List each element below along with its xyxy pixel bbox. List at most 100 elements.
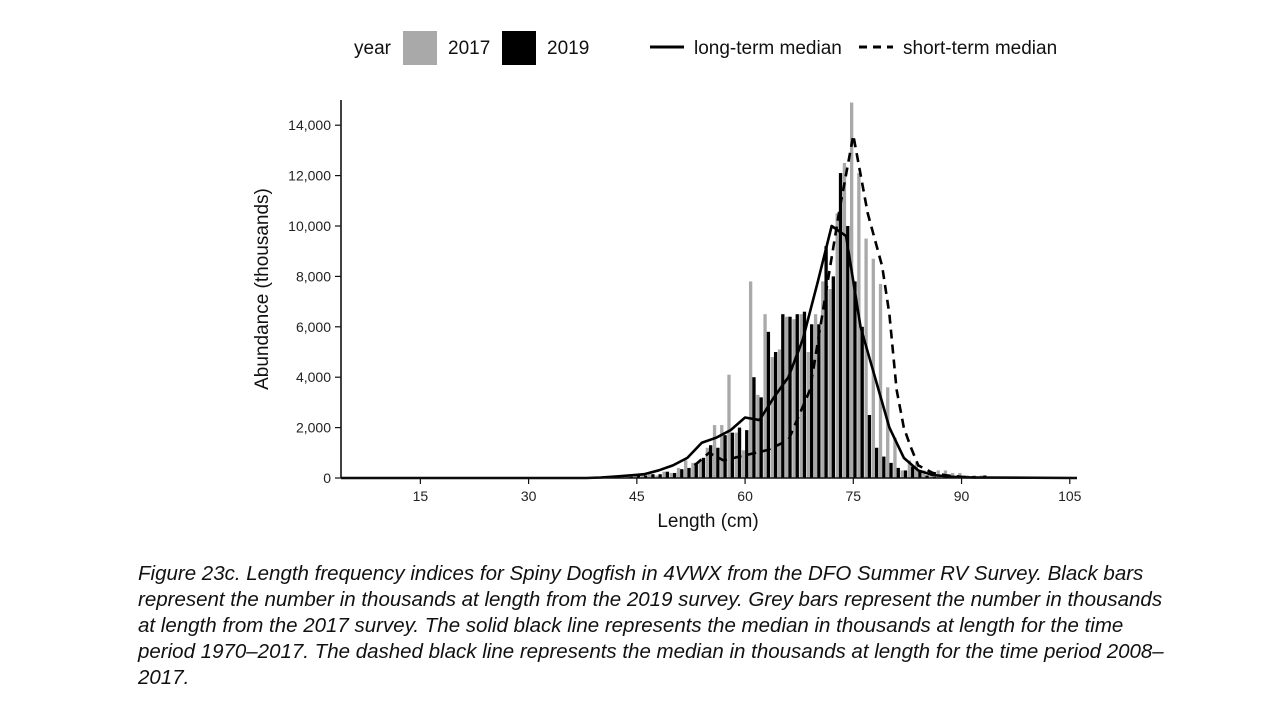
- short-term-median-line: [693, 133, 977, 479]
- bar-2019-68: [802, 311, 807, 478]
- bar-2017-50: [669, 472, 673, 478]
- bar-2017-80: [886, 387, 890, 478]
- bar-2017-63: [763, 314, 767, 478]
- bar-2019-73: [838, 173, 843, 478]
- bar-2019-62: [759, 397, 763, 478]
- bar-2017-82: [900, 470, 904, 478]
- bar-2019-78: [874, 447, 879, 478]
- legend-label-long-term: long-term median: [694, 38, 842, 59]
- bar-2019-84: [918, 470, 922, 478]
- x-tick-label: 105: [1058, 488, 1082, 504]
- bar-2019-81: [896, 467, 900, 478]
- bar-2019-64: [773, 352, 778, 478]
- bar-2019-58: [730, 432, 734, 478]
- bar-2017-56: [712, 425, 717, 478]
- bar-2017-58: [727, 374, 731, 478]
- bar-2019-76: [860, 326, 864, 478]
- legend-label-short-term: short-term median: [903, 38, 1057, 59]
- y-tick-label: 8,000: [296, 268, 331, 284]
- y-tick-label: 0: [323, 470, 331, 486]
- series-2019-bars: [629, 173, 987, 478]
- figure-caption: Figure 23c. Length frequency indices for…: [138, 562, 1164, 689]
- bar-2019-61: [752, 377, 756, 478]
- bar-2017-72: [828, 289, 832, 478]
- y-tick-label: 2,000: [296, 420, 331, 436]
- legend-label-2017: 2017: [448, 38, 490, 59]
- bar-2017-46: [640, 475, 645, 478]
- bar-2017-67: [792, 319, 796, 478]
- y-axis-ticks: 0 2,000 4,000 6,000 8,000 10,000 12,000 14,000: [288, 117, 341, 486]
- bar-2017-52: [684, 460, 688, 478]
- bar-2019-51: [680, 469, 684, 478]
- bar-2017-57: [720, 425, 724, 478]
- bar-2019-54: [701, 457, 706, 478]
- y-tick-label: 14,000: [288, 117, 331, 133]
- bar-2019-67: [795, 314, 799, 478]
- bar-2019-57: [723, 435, 727, 478]
- bar-2019-71: [824, 246, 828, 478]
- x-tick-label: 45: [629, 488, 645, 504]
- y-tick-label: 10,000: [288, 218, 331, 234]
- y-tick-label: 12,000: [288, 168, 331, 184]
- bar-2017-85: [922, 470, 926, 478]
- bar-2019-49: [665, 471, 670, 478]
- bar-2019-74: [846, 226, 850, 478]
- bar-2017-79: [878, 283, 883, 478]
- bar-2017-75: [849, 102, 854, 479]
- x-axis-ticks: 15 30 45 60 75 90 105: [413, 478, 1082, 504]
- bar-2019-59: [737, 427, 742, 478]
- bar-2017-53: [691, 462, 695, 478]
- bar-2017-73: [835, 213, 839, 478]
- bar-2019-82: [903, 470, 908, 478]
- bar-2017-47: [647, 474, 652, 478]
- bar-2017-81: [893, 437, 897, 478]
- bar-2019-55: [709, 445, 713, 478]
- bar-2019-52: [687, 467, 691, 478]
- x-tick-label: 30: [521, 488, 537, 504]
- bar-2019-46: [644, 475, 648, 478]
- x-tick-label: 15: [413, 488, 429, 504]
- bar-2017-54: [698, 460, 702, 478]
- bar-2017-66: [785, 316, 789, 478]
- bar-2019-79: [882, 456, 886, 478]
- legend-label-2019: 2019: [547, 38, 589, 59]
- legend-swatch-2019: [502, 31, 536, 65]
- bar-2017-74: [842, 163, 847, 478]
- bar-2019-48: [658, 474, 662, 478]
- legend-title: year: [354, 38, 392, 59]
- bar-2017-59: [734, 432, 738, 478]
- x-axis-title: Length (cm): [657, 511, 758, 532]
- legend-swatch-2017: [403, 31, 437, 65]
- bar-2019-70: [817, 324, 821, 478]
- bar-2017-69: [806, 352, 811, 478]
- bar-2019-65: [781, 314, 785, 478]
- bar-2017-76: [857, 173, 861, 478]
- bar-2019-83: [911, 466, 915, 478]
- bar-2019-60: [745, 430, 749, 478]
- bar-2017-61: [748, 281, 753, 478]
- bar-2019-47: [651, 474, 655, 478]
- legend: year 2017 2019 long-term median short-te…: [354, 31, 1057, 65]
- bar-2017-71: [821, 281, 825, 478]
- y-axis-title: Abundance (thousands): [252, 188, 273, 390]
- bar-2017-64: [770, 357, 774, 478]
- bar-2017-51: [676, 467, 681, 478]
- bar-2019-72: [831, 276, 835, 478]
- bar-2017-60: [741, 450, 746, 478]
- bar-2017-55: [705, 447, 709, 478]
- bar-2019-53: [694, 462, 698, 478]
- y-tick-label: 6,000: [296, 319, 331, 335]
- bar-2019-56: [716, 447, 720, 478]
- bar-2017-62: [756, 394, 760, 478]
- x-tick-label: 60: [737, 488, 753, 504]
- bar-2019-77: [867, 415, 872, 478]
- bar-2017-49: [662, 471, 666, 478]
- bar-2019-80: [889, 462, 893, 478]
- bar-2017-65: [777, 349, 782, 478]
- bar-2019-85: [925, 475, 929, 478]
- y-tick-label: 4,000: [296, 369, 331, 385]
- bar-2017-48: [655, 475, 659, 478]
- bar-2019-69: [810, 324, 814, 478]
- series-2017-bars: [626, 102, 1020, 479]
